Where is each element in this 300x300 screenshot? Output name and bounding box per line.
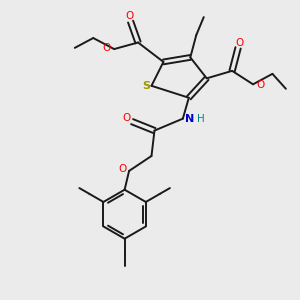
Text: O: O — [125, 11, 133, 21]
Text: O: O — [123, 113, 131, 123]
Text: N: N — [185, 114, 194, 124]
Text: O: O — [103, 43, 111, 52]
Text: O: O — [256, 80, 265, 90]
Text: H: H — [197, 114, 205, 124]
Text: S: S — [142, 81, 150, 91]
Text: O: O — [236, 38, 244, 47]
Text: O: O — [118, 164, 126, 173]
